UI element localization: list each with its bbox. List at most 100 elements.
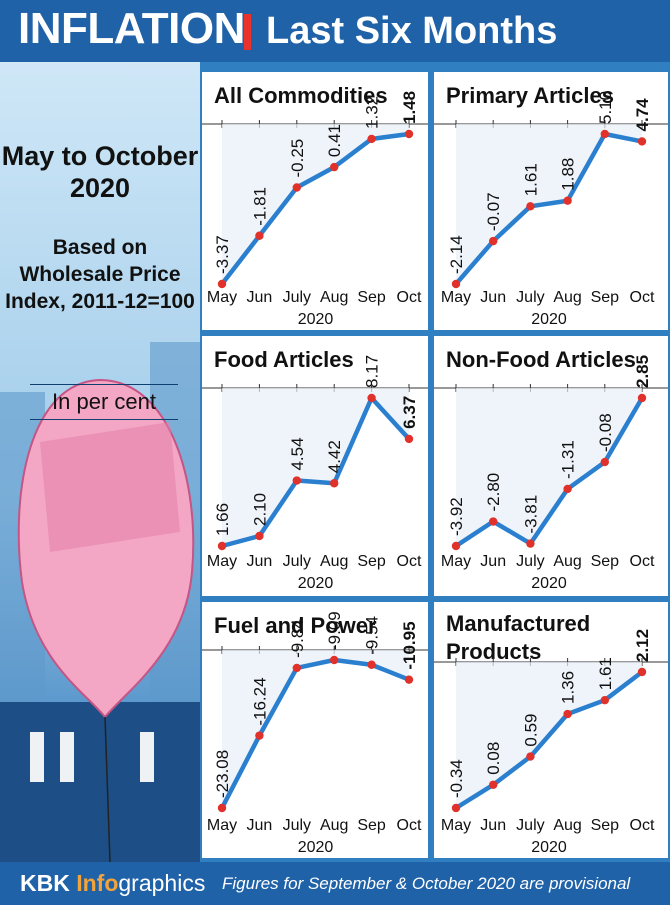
chart-title: All Commodities xyxy=(214,83,388,108)
data-point xyxy=(367,660,376,669)
data-point xyxy=(637,393,647,403)
data-label: 1.88 xyxy=(559,158,578,191)
series-line xyxy=(220,657,410,810)
data-point xyxy=(451,541,461,551)
data-point xyxy=(217,279,227,289)
chart-title: Fuel and Power xyxy=(214,613,377,638)
category-label: July xyxy=(516,553,544,570)
category-label: Sep xyxy=(591,553,620,570)
data-label: -3.81 xyxy=(521,495,540,534)
line-chart: -2.14 May -0.07 Jun 1.61 July 1.88 Aug 5.10 Sep 4.… xyxy=(434,91,668,328)
data-label: 0.08 xyxy=(484,742,503,775)
data-point xyxy=(451,279,461,289)
category-label: Aug xyxy=(553,553,581,570)
data-label: -9.84 xyxy=(288,619,307,658)
axis-label: 2020 xyxy=(531,311,567,328)
data-point xyxy=(404,434,414,444)
category-label: May xyxy=(207,553,237,570)
data-label: 2.12 xyxy=(633,629,652,662)
axis-label: 2020 xyxy=(531,575,567,592)
data-label: -3.92 xyxy=(447,497,466,536)
line-chart: -3.37 May -1.81 Jun -0.25 July 0.41 Aug 1.32 Sep 1… xyxy=(202,91,428,328)
area-fill xyxy=(456,124,642,284)
category-label: Oct xyxy=(630,289,655,306)
data-label: -3.37 xyxy=(213,235,232,274)
data-point xyxy=(563,196,572,205)
category-label: Aug xyxy=(553,817,581,834)
data-point xyxy=(404,675,414,684)
data-point xyxy=(404,129,414,139)
data-point xyxy=(526,202,535,211)
category-label: Oct xyxy=(397,289,422,306)
series-line xyxy=(454,670,644,810)
category-label: Jun xyxy=(247,553,273,570)
chart-panel-non-food-articles: Non-Food Articles -3.92 May -2.80 Jun -3.81 J… xyxy=(434,336,668,596)
data-label: 2.10 xyxy=(250,493,269,526)
category-label: May xyxy=(441,289,471,306)
footer-note: Figures for September & October 2020 are… xyxy=(222,874,631,893)
data-point xyxy=(255,531,264,541)
category-label: Jun xyxy=(480,289,506,306)
data-label: 1.61 xyxy=(596,657,615,690)
data-label: -2.80 xyxy=(484,473,503,512)
category-label: Sep xyxy=(591,289,620,306)
window-shape xyxy=(30,732,44,782)
category-label: July xyxy=(516,289,544,306)
category-label: Aug xyxy=(320,553,348,570)
category-label: May xyxy=(207,289,237,306)
window-shape xyxy=(60,732,74,782)
data-point xyxy=(600,129,609,139)
footer-bar: KBK Infographics Figures for September &… xyxy=(0,862,670,905)
category-label: Jun xyxy=(247,289,273,306)
category-label: July xyxy=(283,289,311,306)
data-label: -0.08 xyxy=(596,413,615,452)
data-point xyxy=(292,476,301,485)
data-label: 1.61 xyxy=(521,163,540,196)
data-label: 0.59 xyxy=(521,713,540,746)
data-label: 0.41 xyxy=(325,124,344,157)
data-point xyxy=(330,162,339,172)
data-label: 1.66 xyxy=(213,503,232,536)
line-chart: 1.66 May 2.10 Jun 4.54 July 4.42 Aug 8.17 Sep 6.37… xyxy=(202,355,428,592)
series-line xyxy=(221,395,411,549)
category-label: July xyxy=(283,553,311,570)
series-line xyxy=(220,131,410,286)
category-label: Oct xyxy=(630,553,655,570)
area-fill xyxy=(222,388,409,546)
data-label: 2.85 xyxy=(633,355,652,388)
data-point xyxy=(292,663,301,673)
chart-title: Primary Articles xyxy=(446,83,614,108)
period-text: May to October 2020 xyxy=(1,141,199,203)
area-fill xyxy=(456,388,642,546)
data-label: 4.42 xyxy=(325,440,344,473)
chart-panel-food-articles: Food Articles 1.66 May 2.10 Jun 4.54 July 4.42… xyxy=(202,336,428,596)
category-label: Sep xyxy=(357,289,386,306)
category-label: Aug xyxy=(553,289,581,306)
balloon-illustration xyxy=(0,342,200,862)
axis-label: 2020 xyxy=(298,575,334,592)
category-label: July xyxy=(516,817,544,834)
series-line xyxy=(454,131,643,286)
brand-kbk: KBK xyxy=(20,870,77,896)
data-point xyxy=(217,541,227,551)
data-point xyxy=(563,484,572,494)
data-point xyxy=(255,731,264,740)
unit-label: In per cent xyxy=(30,384,178,420)
data-point xyxy=(330,655,339,665)
category-label: May xyxy=(207,817,237,834)
data-label: 4.74 xyxy=(633,98,652,132)
window-shape xyxy=(140,732,154,782)
basis-text: Based on Wholesale Price Index, 2011-12=… xyxy=(5,236,195,313)
data-point xyxy=(637,667,647,677)
category-label: Sep xyxy=(591,817,620,834)
brand-graphics: graphics xyxy=(118,870,206,896)
chart-panel-all-commodities: All Commodities -3.37 May -1.81 Jun -0.25 Jul… xyxy=(202,72,428,330)
data-point xyxy=(367,393,376,403)
category-label: Oct xyxy=(397,553,422,570)
chart-title: Non-Food Articles xyxy=(446,347,636,372)
data-label: -16.24 xyxy=(250,677,269,725)
data-point xyxy=(292,183,301,192)
data-label: -0.34 xyxy=(447,759,466,798)
data-label: -0.07 xyxy=(484,192,503,231)
chart-panel-manufactured-products: Manufactured Products -0.34 May 0.08 Jun 0.5… xyxy=(434,602,668,858)
